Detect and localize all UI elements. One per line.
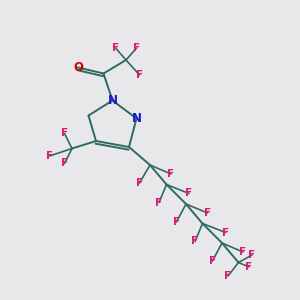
- Text: F: F: [248, 250, 256, 260]
- Text: N: N: [131, 112, 142, 125]
- Text: F: F: [167, 169, 175, 179]
- Text: F: F: [185, 188, 193, 199]
- Text: F: F: [155, 197, 163, 208]
- Text: F: F: [191, 236, 199, 247]
- Text: F: F: [239, 247, 247, 257]
- Text: F: F: [112, 43, 119, 53]
- Text: O: O: [73, 61, 83, 74]
- Text: F: F: [46, 151, 53, 161]
- Text: F: F: [209, 256, 216, 266]
- Text: F: F: [245, 262, 253, 272]
- Text: F: F: [136, 70, 143, 80]
- Text: F: F: [222, 227, 229, 238]
- Text: F: F: [136, 178, 143, 188]
- Text: F: F: [224, 271, 232, 281]
- Text: F: F: [61, 158, 68, 169]
- Text: F: F: [61, 128, 68, 139]
- Text: N: N: [107, 94, 118, 107]
- Text: F: F: [133, 43, 140, 53]
- Text: F: F: [173, 217, 180, 227]
- Text: F: F: [204, 208, 211, 218]
